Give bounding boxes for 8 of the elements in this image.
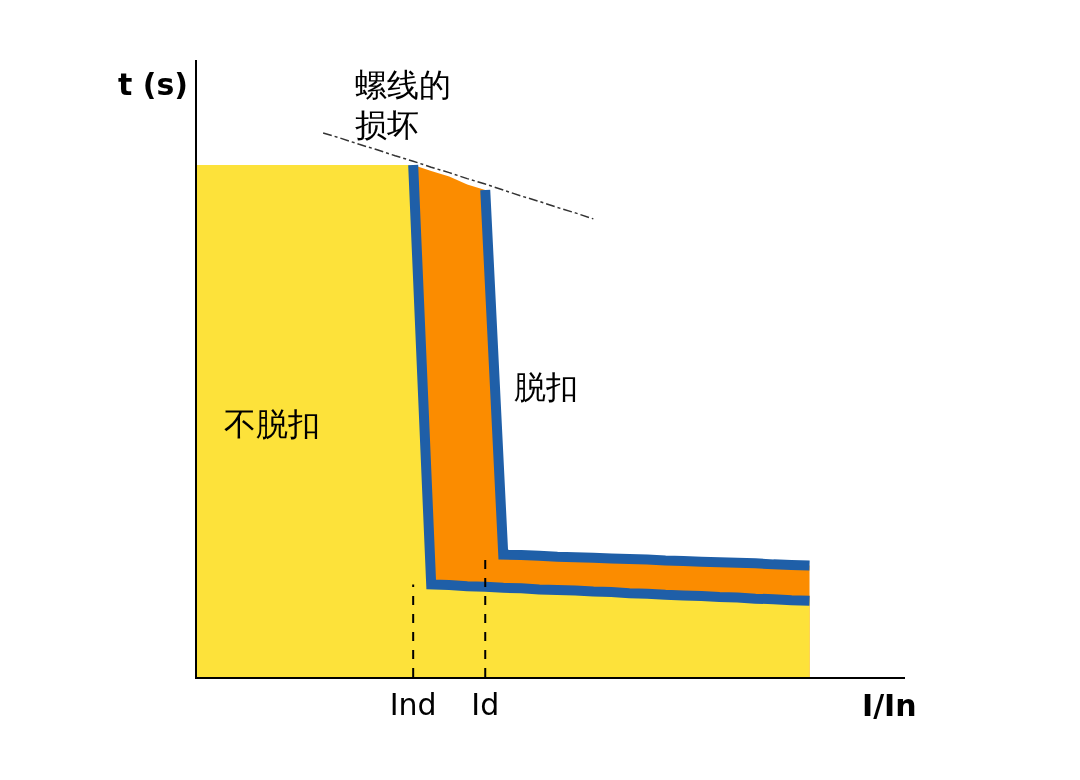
x-tick-label: Id [471,686,500,722]
x-axis-title: I/In [862,688,917,723]
annotation: 不脱扣 [224,405,320,443]
x-tick-label: Ind [389,686,437,722]
annotation: 脱扣 [514,368,578,406]
annotation: 损坏 [355,106,419,144]
text: 螺线的 [355,66,451,104]
y-axis-title: t (s) [118,67,189,102]
